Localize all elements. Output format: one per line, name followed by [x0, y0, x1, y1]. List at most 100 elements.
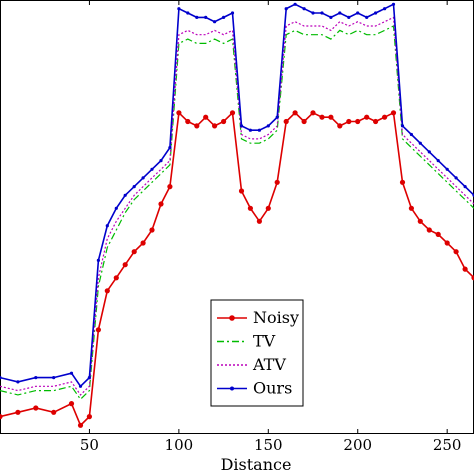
point-ours — [186, 11, 190, 15]
point-noisy — [426, 227, 432, 233]
legend: Noisy TV ATV Ours — [210, 299, 304, 407]
point-noisy — [417, 218, 423, 224]
point-ours — [16, 380, 20, 384]
point-ours — [114, 206, 118, 210]
point-ours — [391, 2, 396, 6]
point-noisy — [185, 118, 191, 125]
point-noisy — [274, 179, 280, 185]
point-noisy — [0, 414, 3, 420]
point-noisy — [221, 118, 227, 125]
plot-area — [0, 0, 474, 434]
point-ours — [257, 128, 261, 132]
point-ours — [374, 11, 378, 15]
point-noisy — [319, 114, 325, 120]
point-ours — [96, 258, 100, 262]
point-ours — [347, 15, 351, 19]
point-noisy — [301, 118, 307, 125]
x-tick-label: 100 — [165, 436, 194, 454]
point-noisy — [292, 110, 298, 116]
point-ours — [0, 376, 2, 380]
point-ours — [213, 20, 217, 24]
point-noisy — [68, 401, 75, 407]
point-ours — [222, 15, 226, 19]
legend-marker-noisy — [229, 315, 235, 321]
point-ours — [409, 132, 413, 137]
point-ours — [293, 2, 297, 6]
point-noisy — [212, 123, 218, 129]
point-ours — [275, 115, 279, 119]
point-noisy — [256, 218, 262, 224]
point-noisy — [337, 123, 343, 129]
point-ours — [105, 224, 109, 228]
point-noisy — [390, 110, 397, 116]
series-line-tv — [0, 25, 474, 401]
point-ours — [204, 15, 208, 19]
point-noisy — [462, 266, 468, 272]
point-ours — [177, 7, 181, 11]
point-noisy — [51, 409, 57, 415]
point-ours — [427, 150, 431, 154]
point-noisy — [453, 249, 459, 255]
point-ours — [418, 141, 422, 145]
point-ours — [230, 11, 235, 15]
point-ours — [195, 15, 199, 19]
point-ours — [454, 176, 458, 180]
point-ours — [69, 371, 74, 375]
x-axis: 50 100 150 200 250 — [80, 0, 462, 454]
point-ours — [329, 15, 333, 19]
point-ours — [78, 384, 83, 388]
point-noisy — [471, 275, 474, 281]
point-noisy — [373, 118, 379, 125]
legend-label-atv: ATV — [252, 355, 286, 374]
point-ours — [284, 7, 288, 11]
point-ours — [436, 159, 440, 163]
point-noisy — [247, 205, 253, 211]
point-noisy — [346, 118, 352, 125]
point-ours — [141, 176, 145, 180]
point-ours — [159, 159, 163, 163]
point-ours — [383, 7, 387, 11]
point-noisy — [15, 409, 21, 415]
legend-label-noisy: Noisy — [253, 308, 299, 327]
point-noisy — [382, 114, 388, 120]
point-ours — [34, 376, 38, 380]
point-noisy — [95, 327, 101, 333]
point-noisy — [265, 205, 271, 211]
point-noisy — [444, 240, 450, 246]
x-tick-label: 150 — [254, 436, 283, 454]
point-noisy — [283, 118, 289, 125]
point-ours — [445, 167, 449, 171]
x-tick-label: 250 — [433, 436, 462, 454]
point-ours — [150, 167, 154, 171]
legend-marker-ours — [230, 386, 234, 391]
point-noisy — [131, 249, 137, 255]
point-ours — [356, 11, 360, 15]
point-noisy — [167, 184, 173, 190]
point-noisy — [149, 227, 155, 233]
point-ours — [365, 15, 369, 19]
point-noisy — [140, 240, 146, 246]
point-ours — [463, 185, 467, 189]
point-ours — [400, 124, 405, 128]
point-noisy — [328, 114, 334, 120]
point-noisy — [113, 275, 119, 281]
point-noisy — [310, 110, 316, 116]
point-noisy — [158, 201, 164, 207]
series-line-ours — [0, 3, 474, 388]
legend-label-ours: Ours — [253, 379, 292, 398]
series-markers — [0, 2, 474, 428]
point-noisy — [194, 123, 200, 129]
point-noisy — [399, 179, 406, 185]
point-ours — [311, 11, 315, 15]
series-lines — [0, 3, 474, 427]
point-ours — [239, 124, 244, 128]
point-ours — [338, 11, 342, 15]
point-ours — [52, 376, 56, 380]
point-ours — [168, 146, 172, 150]
point-noisy — [77, 422, 84, 428]
point-noisy — [408, 205, 414, 211]
point-noisy — [122, 262, 128, 268]
point-noisy — [203, 114, 209, 120]
point-noisy — [355, 118, 361, 125]
